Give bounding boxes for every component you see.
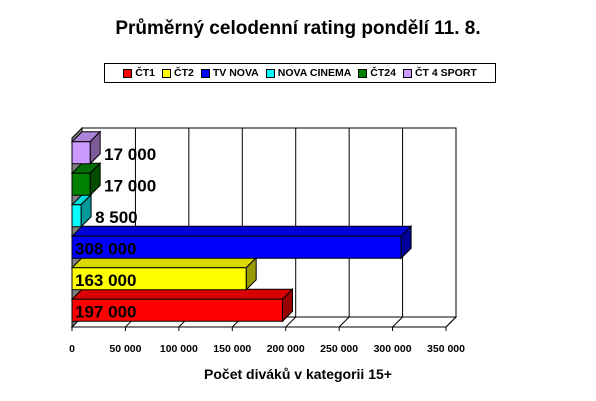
legend-item: TV NOVA — [200, 67, 259, 79]
bar-top — [70, 288, 294, 300]
bar-value-label: 163 000 — [75, 271, 136, 290]
legend-item: ČT1 — [123, 67, 155, 79]
legend-label: TV NOVA — [212, 67, 259, 79]
legend-swatch — [123, 68, 133, 78]
legend-swatch — [265, 68, 275, 78]
chart-title: Průměrný celodenní rating pondělí 11. 8. — [115, 18, 481, 39]
bar — [71, 204, 82, 228]
legend-label: ČT1 — [135, 67, 156, 79]
legend-swatch — [402, 68, 412, 78]
x-tick-label: 300 000 — [374, 343, 412, 355]
bar-top — [70, 225, 413, 237]
bar — [71, 267, 247, 291]
legend-item: ČT 4 SPORT — [402, 67, 477, 79]
legend-item: ČT24 — [358, 67, 396, 79]
gridline-floor — [392, 316, 403, 328]
bar — [71, 172, 91, 196]
bar-value-label: 308 000 — [75, 239, 136, 258]
legend-swatch — [200, 68, 210, 78]
legend-swatch — [162, 68, 172, 78]
legend-item: NOVA CINEMA — [265, 67, 352, 79]
bar — [71, 141, 91, 165]
legend-label: ČT 4 SPORT — [414, 67, 477, 79]
legend-label: NOVA CINEMA — [277, 67, 352, 79]
gridline-floor — [338, 316, 350, 328]
x-tick-label: 200 000 — [267, 343, 305, 355]
gridline-floor — [285, 316, 297, 328]
bar-value-label: 8 500 — [95, 208, 138, 227]
bar-value-label: 197 000 — [75, 302, 136, 321]
bar-value-label: 17 000 — [104, 145, 156, 164]
legend-label: ČT24 — [370, 67, 396, 79]
x-tick-label: 0 — [69, 343, 75, 355]
legend-item: ČT2 — [162, 67, 194, 79]
x-tick-label: 50 000 — [109, 343, 141, 355]
legend-swatch — [358, 68, 368, 78]
chart-legend: ČT1 ČT2 TV NOVA NOVA CINEMA ČT24 ČT 4 SPORT — [104, 63, 496, 83]
bar — [71, 298, 284, 322]
legend-label: ČT2 — [174, 67, 194, 79]
x-tick-label: 250 000 — [320, 343, 358, 355]
bar-value-label: 17 000 — [104, 176, 156, 195]
bar-top — [70, 257, 258, 269]
x-tick-label: 350 000 — [427, 343, 465, 355]
x-tick-label: 100 000 — [160, 343, 198, 355]
x-axis-label: Počet diváků v kategorii 15+ — [204, 366, 392, 382]
bar — [71, 235, 402, 259]
gridline-floor — [445, 316, 457, 328]
x-tick-label: 150 000 — [213, 343, 251, 355]
